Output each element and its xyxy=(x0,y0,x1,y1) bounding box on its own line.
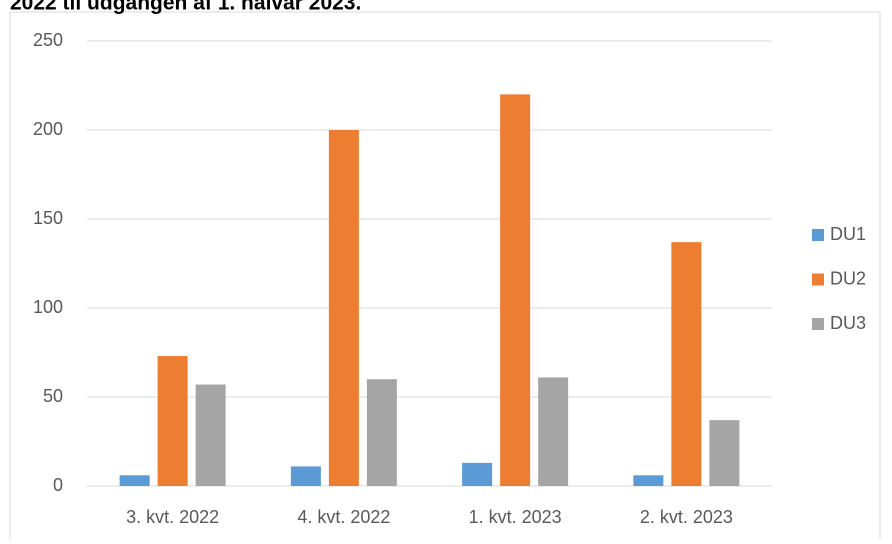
y-tick-label: 200 xyxy=(33,119,63,139)
chart-title: 2022 til udgangen af 1. halvår 2023. xyxy=(10,0,361,15)
bar xyxy=(500,94,531,487)
bar xyxy=(671,242,702,486)
bar xyxy=(195,384,226,486)
y-tick-label: 0 xyxy=(53,475,63,495)
chart-frame xyxy=(9,11,881,544)
legend-label: DU1 xyxy=(830,224,866,244)
x-tick-label: 3. kvt. 2022 xyxy=(126,507,219,527)
x-tick-label: 1. kvt. 2023 xyxy=(469,507,562,527)
y-tick-label: 50 xyxy=(43,386,63,406)
x-tick-label: 4. kvt. 2022 xyxy=(297,507,390,527)
bar xyxy=(290,466,321,486)
bar xyxy=(709,420,740,486)
legend-swatch xyxy=(812,229,824,241)
title-band xyxy=(0,0,892,11)
legend-swatch xyxy=(812,318,824,330)
bar xyxy=(633,475,664,486)
bar xyxy=(328,130,359,486)
legend-swatch xyxy=(812,273,824,286)
bar xyxy=(538,377,569,486)
bar xyxy=(366,379,397,486)
bar xyxy=(119,475,150,486)
legend-label: DU3 xyxy=(830,313,866,333)
y-tick-label: 100 xyxy=(33,297,63,317)
bar xyxy=(462,462,493,486)
x-tick-label: 2. kvt. 2023 xyxy=(640,507,733,527)
bar xyxy=(157,356,188,486)
legend-label: DU2 xyxy=(830,268,866,288)
y-tick-label: 250 xyxy=(33,30,63,50)
y-tick-label: 150 xyxy=(33,208,63,228)
